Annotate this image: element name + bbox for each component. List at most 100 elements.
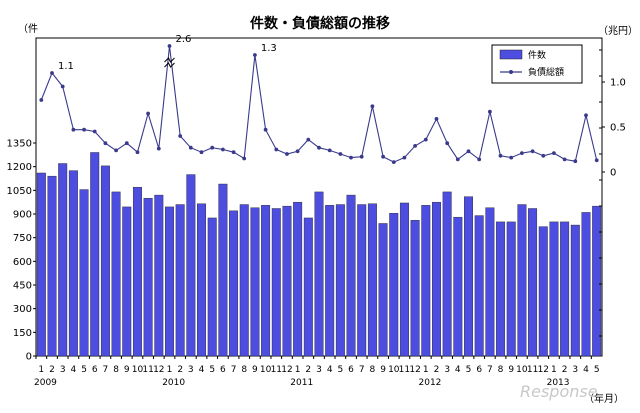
x-tick-label: 7 [103,365,109,375]
bar [250,207,260,357]
debt-point [594,158,599,163]
right-tick-label: 1.0 [610,78,626,89]
debt-point [562,157,567,162]
debt-point [327,148,332,153]
bar [389,213,399,357]
debt-point [573,159,578,164]
x-tick-label: 4 [71,365,77,375]
bar [207,217,217,357]
bar [90,152,100,357]
right-tick-label: 0.5 [610,123,626,134]
debt-point [242,156,247,161]
x-tick-label: 5 [209,365,215,375]
debt-point [178,134,183,138]
bar [175,204,185,357]
debt-point [156,146,161,151]
x-tick-label: 5 [466,365,472,375]
bar [100,165,110,357]
x-tick-label: 6 [220,365,226,375]
x-tick-label: 2 [305,365,311,375]
x-tick-label: 9 [124,365,130,375]
data-label: 2.6 [176,34,192,45]
year-label: 2009 [34,378,57,388]
left-tick-label: 450 [13,281,32,292]
bar [325,205,335,357]
bar [68,170,78,357]
left-axis: 0 150 300 450 600 750 900 1050 1200 1350 [7,139,36,363]
debt-point [71,127,76,132]
debt-point [530,149,535,154]
right-tick-label: 0 [610,168,616,179]
bar [36,172,46,357]
debt-point [135,150,140,155]
debt-point [445,141,450,146]
year-label: 2011 [290,378,313,388]
bar [303,217,313,357]
debt-point [263,127,268,132]
x-tick-label: 1 [295,365,301,375]
bar [197,203,206,357]
debt-point [370,104,375,109]
x-tick-label: 7 [359,365,365,375]
x-tick-label: 12 [538,365,549,375]
bar [314,191,324,357]
bar [282,205,292,357]
x-tick-label: 2 [562,365,568,375]
x-axis-unit: （年月） [584,392,624,405]
bar [528,208,538,357]
debt-point [317,145,321,150]
x-tick-label: 1 [38,365,44,375]
x-tick-label: 3 [188,365,194,375]
debt-point [584,113,588,118]
x-tick-label: 3 [60,365,66,375]
left-tick-label: 0 [26,352,32,363]
bar [378,223,388,357]
x-tick-label: 5 [338,365,344,375]
debt-point [349,155,353,160]
x-tick-label: 2 [434,365,440,375]
bar [367,203,377,357]
bar [346,194,356,357]
debt-point [488,109,492,114]
bar [496,221,506,357]
debt-point [477,157,482,162]
debt-point [552,151,556,156]
x-tick-label: 1 [551,365,557,375]
x-tick-label: 8 [370,365,376,375]
debt-point [455,157,460,162]
bar [239,204,249,357]
bar [293,201,303,357]
x-tick-label: 6 [348,365,354,375]
x-tick-label: 9 [252,365,258,375]
bar [442,191,452,357]
x-tick-label: 1 [167,365,173,375]
debt-point [124,141,129,146]
debt-point [295,149,300,154]
bar [229,210,239,357]
debt-point [114,148,118,153]
x-tick-label: 11 [271,365,282,375]
year-label: 2013 [547,378,570,388]
bar [186,174,196,357]
x-tick-label: 4 [583,365,589,375]
debt-point [82,127,86,132]
bar [357,204,367,357]
bar [474,215,484,357]
bar [261,205,271,357]
bar [165,206,174,357]
debt-point [39,98,44,102]
legend: 件数 負債総額 [491,44,583,84]
bar [410,220,420,357]
x-tick-label: 8 [498,365,504,375]
bar [549,221,559,357]
left-axis-unit: （件 [18,23,38,35]
debt-point [231,150,236,155]
x-tick-label: 5 [594,365,600,375]
debt-point [498,153,503,158]
year-label: 2012 [419,378,442,388]
x-tick-label: 9 [380,365,386,375]
debt-point [466,149,471,154]
bar [143,198,153,357]
bar [58,163,68,357]
